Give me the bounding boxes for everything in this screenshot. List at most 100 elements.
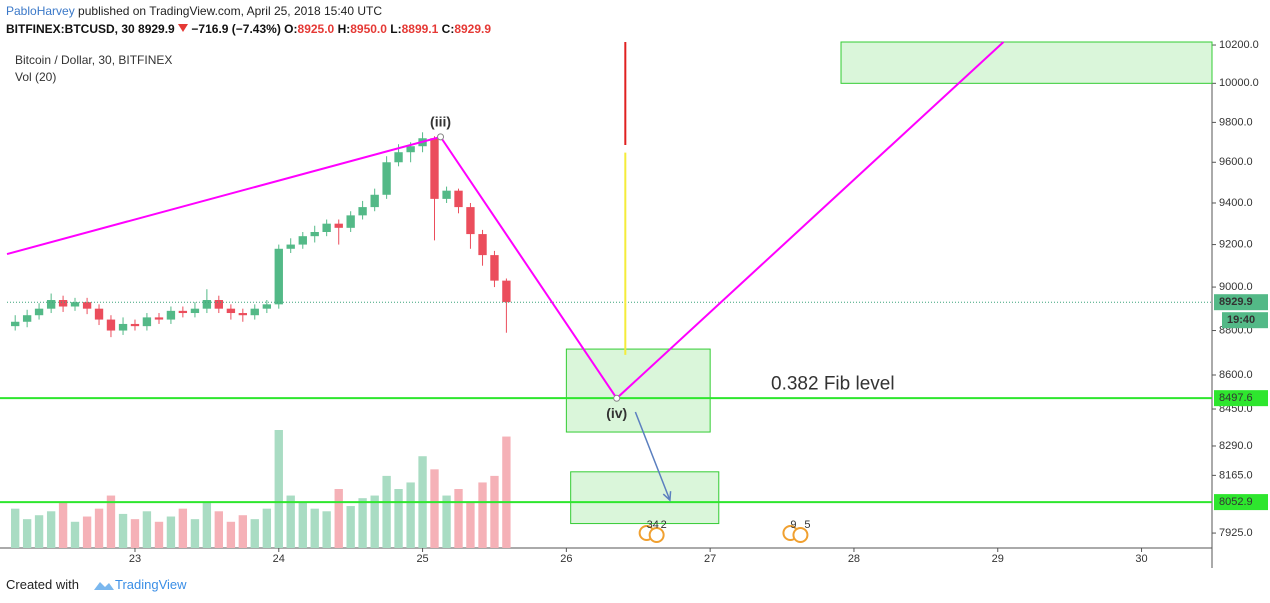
volume-bar: [46, 511, 56, 548]
published: published on TradingView.com, April 25, …: [78, 4, 383, 18]
y-tick-label: 8165.0: [1219, 469, 1253, 481]
price: 8929.9: [138, 22, 175, 36]
y-tick-label: 9400.0: [1219, 197, 1253, 209]
candle-body: [82, 302, 92, 309]
level-label: 8497.6: [1219, 392, 1253, 404]
candle-body: [118, 323, 128, 331]
volume-bar: [238, 515, 248, 548]
volume-bar: [22, 519, 32, 548]
volume-bar: [154, 521, 164, 548]
y-tick-label: 9000.0: [1219, 281, 1253, 293]
candle-body: [238, 313, 248, 316]
o: 8925.0: [297, 22, 335, 36]
volume-bar: [394, 489, 403, 548]
target-box: [840, 41, 1213, 84]
volume-bar: [490, 475, 499, 548]
candle-body: [442, 190, 451, 199]
volume-bar: [346, 506, 355, 548]
candle-body: [406, 146, 415, 153]
event-label: 2: [661, 519, 667, 531]
candle-body: [322, 223, 331, 232]
candle-body: [106, 319, 116, 331]
y-tick-label: 8600.0: [1219, 369, 1253, 381]
candle-body: [358, 207, 367, 216]
candle-body: [310, 231, 319, 237]
wave-point: [437, 133, 445, 141]
candle-body: [70, 302, 80, 307]
event-label: 5: [804, 519, 810, 531]
brand[interactable]: TradingView: [114, 577, 187, 592]
y-tick-label: 9600.0: [1219, 156, 1253, 168]
volume-bar: [298, 502, 307, 548]
candle-body: [34, 308, 44, 316]
candle-body: [250, 308, 259, 316]
publish-line: PabloHarvey published on TradingView.com…: [6, 4, 382, 18]
volume-bar: [442, 495, 451, 548]
last-time-tag: [1222, 312, 1268, 329]
logo: [94, 582, 114, 590]
y-tick-label: 10200.0: [1219, 39, 1259, 51]
volume-bar: [430, 469, 439, 548]
change: −716.9 (−7.43%): [191, 22, 281, 36]
volume-bar: [250, 519, 259, 548]
candle-body: [154, 317, 164, 320]
volume-bar: [226, 521, 236, 548]
wave-label: (iii): [430, 114, 451, 130]
x-tick-label: 27: [704, 553, 716, 565]
footer: Created with TradingView: [6, 577, 187, 592]
event-label: 34: [647, 519, 659, 531]
volume-bar: [166, 516, 176, 548]
y-tick-label: 10000.0: [1219, 77, 1259, 89]
wave-label: (iv): [606, 405, 627, 421]
candle-body: [46, 300, 56, 309]
candle-body: [11, 321, 20, 327]
level-tag: [1214, 494, 1268, 511]
candle-body: [262, 304, 272, 309]
c-label: C:: [441, 22, 455, 36]
event-label: 9: [790, 519, 796, 531]
author[interactable]: PabloHarvey: [6, 4, 75, 18]
event-icon: [792, 527, 809, 543]
h-label: H:: [337, 22, 351, 36]
last-price-tag: [1214, 294, 1268, 311]
x-tick-label: 24: [273, 553, 285, 565]
volume-bar: [11, 508, 20, 548]
volume-bar: [130, 519, 140, 548]
volume-bar: [58, 502, 68, 548]
volume-bar: [178, 508, 188, 548]
volume-bar: [370, 495, 379, 548]
candle-body: [490, 255, 499, 281]
y-tick-label: 9200.0: [1219, 238, 1253, 250]
volume-bar: [82, 516, 92, 548]
volume-bar: [94, 508, 104, 548]
x-tick-label: 28: [848, 553, 860, 565]
candle-body: [130, 323, 140, 327]
volume-bar: [358, 498, 367, 548]
volume-bar: [274, 430, 283, 548]
candle-body: [394, 152, 403, 163]
volume-bar: [334, 489, 343, 548]
candle-body: [478, 234, 487, 256]
volume-bar: [310, 508, 319, 548]
volume-bar: [262, 508, 272, 548]
created: Created with: [6, 577, 79, 592]
volume-bar: [214, 511, 223, 548]
event-icon: [648, 527, 665, 543]
volume-bar: [322, 511, 331, 548]
arrow: [634, 411, 671, 501]
y-tick-label: 7925.0: [1219, 527, 1253, 539]
candle-body: [214, 300, 223, 309]
candle-body: [502, 280, 511, 303]
candle-body: [454, 190, 463, 208]
fib-label: 0.382 Fib level: [771, 373, 895, 394]
candle-body: [370, 194, 379, 208]
wave-point: [613, 394, 621, 402]
candle-body: [178, 310, 188, 314]
candle-body: [274, 248, 283, 305]
candle-body: [334, 223, 343, 228]
volume-bar: [454, 489, 463, 548]
x-tick-label: 25: [416, 553, 428, 565]
candle-body: [142, 317, 152, 327]
volume-bar: [202, 502, 212, 548]
